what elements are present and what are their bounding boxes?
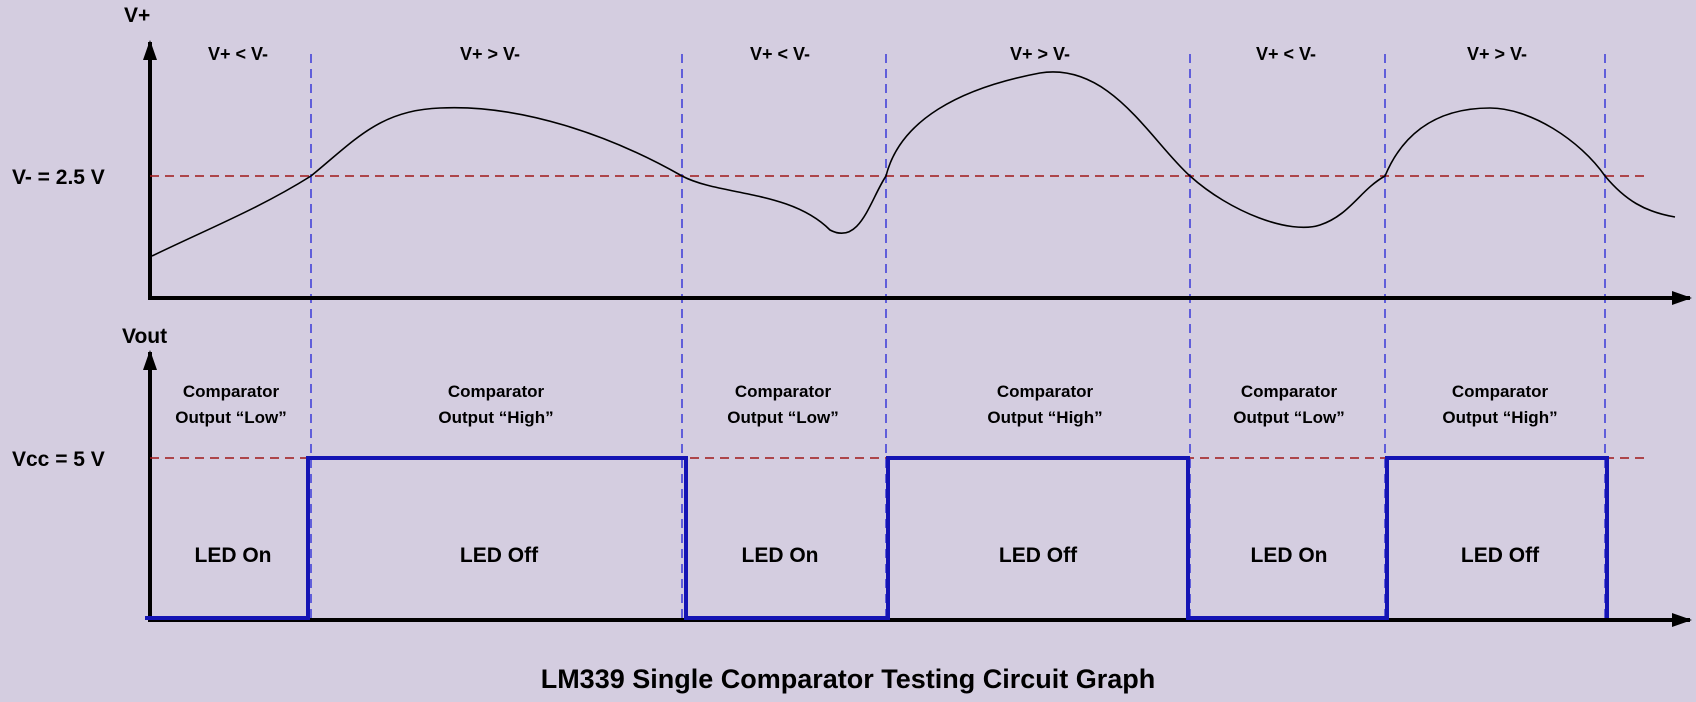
led-state-label: LED On (195, 544, 272, 567)
state-label-line1: Comparator (735, 382, 832, 401)
state-label-line2: Output “High” (1442, 408, 1557, 427)
led-state-label: LED On (1251, 544, 1328, 567)
region-label: V+ > V- (460, 44, 520, 64)
led-state-label: LED Off (999, 544, 1078, 567)
bottom-y-axis-label: Vout (122, 325, 167, 348)
region-label: V+ > V- (1467, 44, 1527, 64)
v-minus-reference-label: V- = 2.5 V (12, 166, 105, 189)
state-label-line2: Output “High” (987, 408, 1102, 427)
diagram-title: LM339 Single Comparator Testing Circuit … (541, 664, 1156, 694)
region-label: V+ < V- (208, 44, 268, 64)
led-state-label: LED On (742, 544, 819, 567)
state-label-line2: Output “High” (438, 408, 553, 427)
vcc-reference-label: Vcc = 5 V (12, 448, 105, 471)
state-label-line1: Comparator (183, 382, 280, 401)
top-y-axis-label: V+ (124, 4, 150, 27)
region-label: V+ < V- (1256, 44, 1316, 64)
state-label-line1: Comparator (997, 382, 1094, 401)
state-label-line1: Comparator (1452, 382, 1549, 401)
top-plot: V+ V- = 2.5 V V+ < V- V+ > V- V+ < V- V+… (12, 4, 1692, 305)
bottom-plot: Vout Vcc = 5 V Comparator Output “Low” C… (12, 325, 1692, 627)
state-label-line1: Comparator (1241, 382, 1338, 401)
state-label-line1: Comparator (448, 382, 545, 401)
region-dividers (310, 54, 1606, 622)
v-plus-signal-curve (151, 71, 1676, 257)
region-label: V+ > V- (1010, 44, 1070, 64)
comparator-output-wave (145, 456, 1609, 620)
region-label: V+ < V- (750, 44, 810, 64)
state-label-line2: Output “Low” (1233, 408, 1344, 427)
led-state-label: LED Off (460, 544, 539, 567)
state-label-line2: Output “Low” (727, 408, 838, 427)
led-state-label: LED Off (1461, 544, 1540, 567)
state-label-line2: Output “Low” (175, 408, 286, 427)
